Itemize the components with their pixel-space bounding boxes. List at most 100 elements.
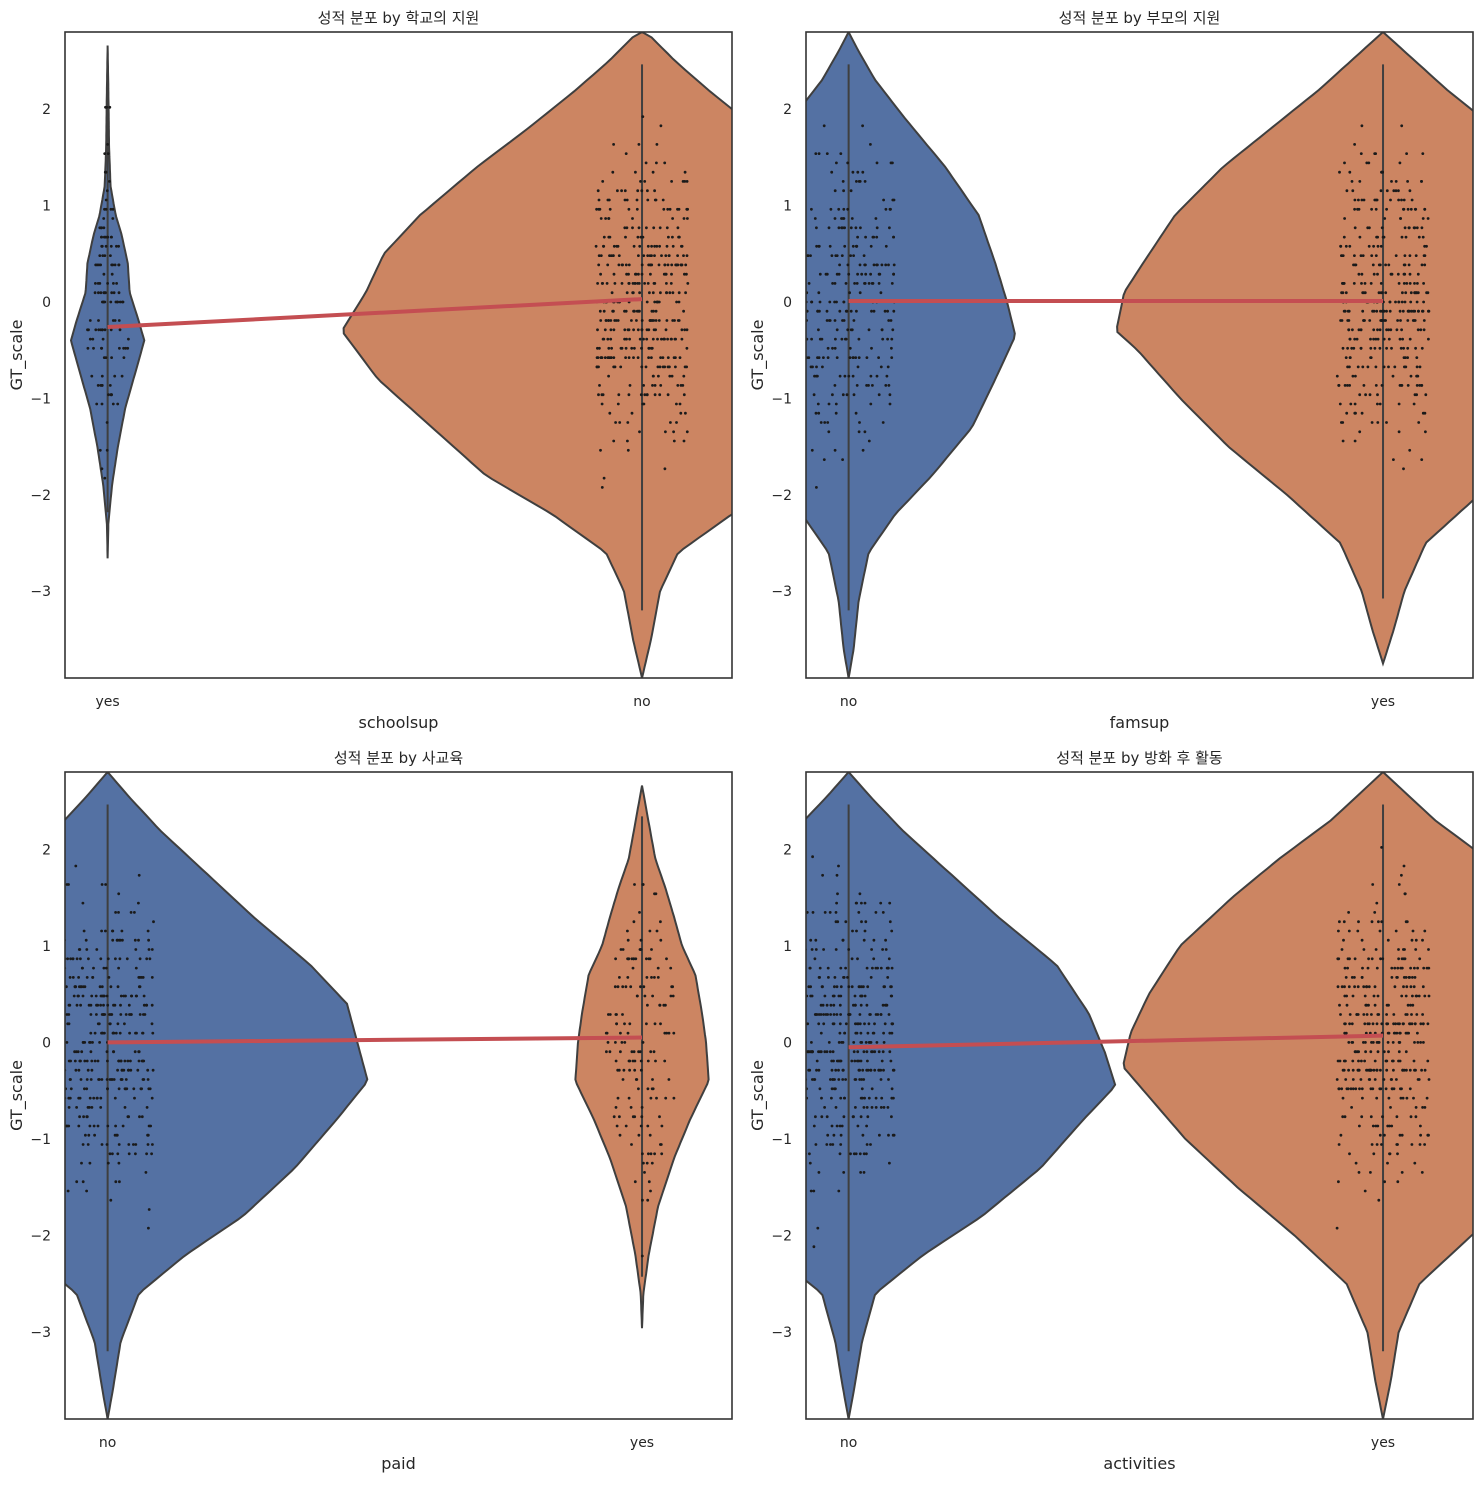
swarm-dot	[111, 273, 114, 276]
swarm-dot	[1423, 254, 1426, 257]
swarm-dot	[664, 430, 667, 433]
swarm-dot	[1419, 1041, 1422, 1044]
swarm-dot	[810, 301, 813, 304]
swarm-dot	[816, 356, 819, 359]
swarm-dot	[830, 208, 833, 211]
swarm-dot	[850, 1060, 853, 1063]
swarm-dot	[863, 1022, 866, 1025]
swarm-dot	[1378, 1087, 1381, 1090]
swarm-dot	[809, 254, 812, 257]
swarm-dot	[1408, 264, 1411, 267]
x-tick-label: no	[840, 694, 857, 710]
swarm-dot	[855, 412, 858, 415]
swarm-dot	[842, 1171, 845, 1174]
swarm-dot	[1383, 338, 1386, 341]
swarm-dot	[873, 1022, 876, 1025]
swarm-dot	[684, 264, 687, 267]
swarm-dot	[673, 356, 676, 359]
swarm-dot	[1385, 1069, 1388, 1072]
swarm-dot	[1392, 458, 1395, 461]
swarm-dot	[1416, 967, 1419, 970]
swarm-dot	[1407, 208, 1410, 211]
swarm-dot	[108, 976, 111, 979]
swarm-dot	[85, 939, 88, 942]
y-tick-label: −3	[771, 584, 792, 600]
swarm-dot	[1416, 282, 1419, 285]
swarm-dot	[98, 254, 101, 257]
swarm-dot	[864, 995, 867, 998]
swarm-dot	[871, 1087, 874, 1090]
swarm-dot	[100, 236, 103, 239]
swarm-dot	[854, 1106, 857, 1109]
swarm-dot	[863, 254, 866, 257]
swarm-dot	[890, 930, 893, 933]
swarm-dot	[1381, 171, 1384, 174]
swarm-dot	[683, 393, 686, 396]
swarm-dot	[880, 291, 883, 294]
swarm-dot	[1377, 1050, 1380, 1053]
swarm-dot	[599, 310, 602, 313]
swarm-dot	[855, 310, 858, 313]
swarm-dot	[92, 1097, 95, 1100]
swarm-dot	[887, 264, 890, 267]
y-tick-label: −1	[771, 1132, 792, 1148]
swarm-dot	[819, 1087, 822, 1090]
swarm-dot	[890, 319, 893, 322]
swarm-dot	[138, 874, 141, 877]
swarm-dot	[829, 1050, 832, 1053]
swarm-dot	[151, 948, 154, 951]
swarm-dot	[91, 338, 94, 341]
swarm-dot	[1360, 1078, 1363, 1081]
swarm-dot	[628, 338, 631, 341]
swarm-dot	[1352, 375, 1355, 378]
swarm-dot	[668, 254, 671, 257]
swarm-dot	[842, 208, 845, 211]
swarm-dot	[860, 1115, 863, 1118]
swarm-dot	[1377, 1013, 1380, 1016]
swarm-dot	[652, 171, 655, 174]
swarm-dot	[832, 1022, 835, 1025]
y-tick-label: −3	[771, 1325, 792, 1341]
swarm-dot	[82, 995, 85, 998]
swarm-dot	[1358, 1125, 1361, 1128]
swarm-dot	[89, 1162, 92, 1165]
swarm-dot	[1343, 310, 1346, 313]
x-tick-label: yes	[96, 694, 120, 710]
swarm-dot	[846, 976, 849, 979]
swarm-dot	[115, 245, 118, 248]
swarm-dot	[109, 301, 112, 304]
swarm-dot	[655, 892, 658, 895]
swarm-dot	[602, 245, 605, 248]
y-tick-label: −2	[771, 488, 792, 504]
swarm-dot	[1357, 199, 1360, 202]
swarm-dot	[684, 171, 687, 174]
swarm-dot	[1422, 217, 1425, 220]
swarm-dot	[877, 356, 880, 359]
swarm-dot	[1376, 393, 1379, 396]
swarm-dot	[1399, 1087, 1402, 1090]
swarm-dot	[598, 347, 601, 350]
swarm-dot	[1371, 421, 1374, 424]
swarm-dot	[1422, 1041, 1425, 1044]
swarm-dot	[1423, 930, 1426, 933]
swarm-dot	[93, 1125, 96, 1128]
swarm-dot	[69, 1078, 72, 1081]
swarm-dot	[883, 1106, 886, 1109]
y-tick-label: 1	[783, 939, 792, 955]
plot-area	[582, 772, 1484, 1419]
swarm-dot	[118, 1143, 121, 1146]
swarm-dot	[1424, 412, 1427, 415]
swarm-dot	[633, 310, 636, 313]
swarm-dot	[832, 1078, 835, 1081]
swarm-dot	[1392, 1041, 1395, 1044]
swarm-dot	[665, 328, 668, 331]
swarm-dot	[134, 1143, 137, 1146]
swarm-dot	[1418, 957, 1421, 960]
swarm-dot	[1400, 384, 1403, 387]
swarm-dot	[881, 948, 884, 951]
swarm-dot	[607, 319, 610, 322]
swarm-dot	[891, 1022, 894, 1025]
swarm-dot	[847, 264, 850, 267]
swarm-dot	[871, 1050, 874, 1053]
swarm-dot	[1345, 1032, 1348, 1035]
